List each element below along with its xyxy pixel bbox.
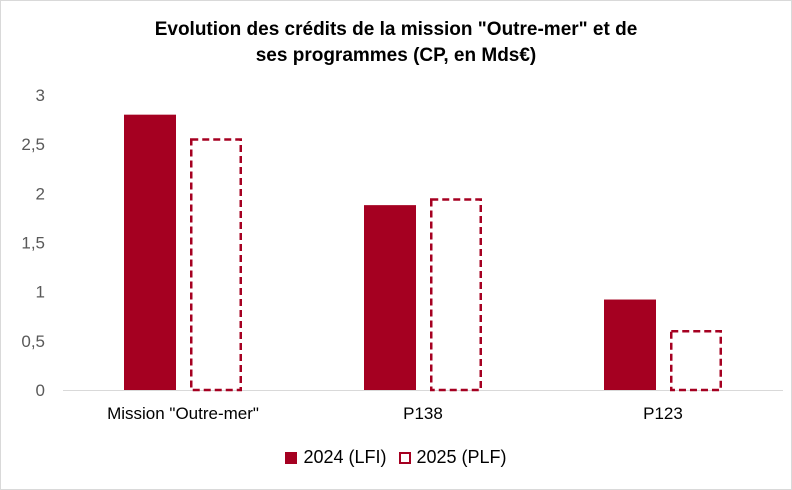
- legend-swatch-dashed: [398, 451, 411, 464]
- legend-label-2025: 2025 (PLF): [416, 447, 507, 467]
- chart-legend: 2024 (LFI) 2025 (PLF): [1, 447, 791, 468]
- y-tick-label: 0: [36, 381, 45, 400]
- y-tick-label: 2: [36, 184, 45, 203]
- y-tick-label: 2,5: [21, 135, 45, 154]
- legend-item-2025: 2025 (PLF): [398, 447, 507, 468]
- legend-item-2024: 2024 (LFI): [285, 447, 387, 468]
- x-category-label: Mission "Outre-mer": [107, 404, 259, 423]
- legend-swatch-solid: [285, 451, 298, 464]
- x-category-label: P123: [643, 404, 683, 423]
- bar-2024-lfi: [604, 299, 656, 390]
- legend-label-2024: 2024 (LFI): [303, 447, 387, 467]
- bar-chart-plot: 0 0,5 1 1,5 2 2,5 3 Mission "Outre-mer" P138 P123: [21, 86, 783, 423]
- y-tick-label: 1,5: [21, 234, 45, 253]
- bar-2024-lfi: [364, 205, 416, 390]
- chart-title-line-2: ses programmes (CP, en Mds€): [255, 45, 537, 66]
- bar-2025-plf: [190, 138, 242, 392]
- bar-2025-plf: [670, 330, 722, 392]
- y-tick-label: 1: [36, 283, 45, 302]
- bar-2024-lfi: [124, 114, 176, 391]
- x-category-label: P138: [403, 404, 443, 423]
- bar-2025-plf: [430, 198, 482, 392]
- y-tick-label: 3: [36, 86, 45, 105]
- y-tick-label: 0,5: [21, 332, 45, 351]
- chart-title-line-1: Evolution des crédits de la mission "Out…: [154, 19, 638, 40]
- chart-title: Evolution des crédits de la mission "Out…: [1, 17, 791, 69]
